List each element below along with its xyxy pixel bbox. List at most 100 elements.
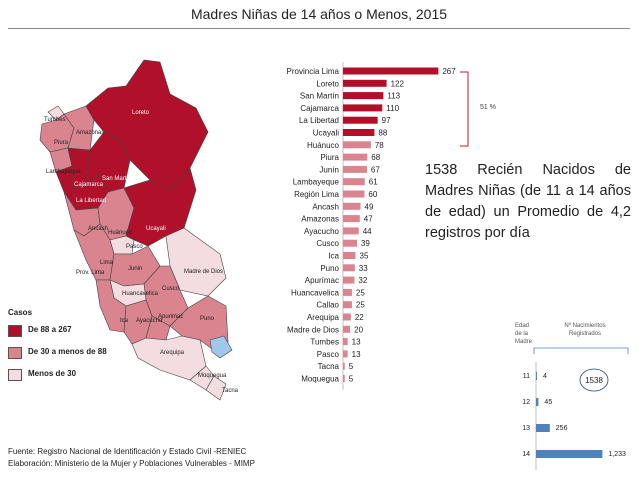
map-label-arequipa: Arequipa — [160, 350, 185, 356]
map-label-madre-de-dios: Madre de Dios — [184, 269, 223, 275]
value-label: 13 — [352, 338, 361, 347]
total-badge — [579, 368, 609, 392]
mini-chart-ylabel: Edad de la Madre — [515, 323, 533, 345]
bar — [343, 116, 378, 124]
value-label: 25 — [356, 288, 365, 297]
footer-elaboration: Elaboración: Ministerio de la Mujer y Po… — [8, 459, 255, 468]
bar — [343, 129, 375, 136]
legend-swatch-mid — [8, 347, 22, 359]
region-tacna — [205, 375, 227, 401]
map-label-tacna: Tacna — [222, 388, 239, 394]
region-arequipa — [131, 335, 207, 381]
value-label: 49 — [365, 202, 374, 211]
map-label-prov-lima: Prov. Lima — [76, 270, 105, 276]
legend-label-high: De 88 a 267 — [28, 325, 72, 334]
map-label-la-libertad: La Libertad — [76, 198, 106, 204]
total-label: 1538 — [585, 376, 603, 385]
value-label: 32 — [358, 276, 367, 285]
value-label: 20 — [354, 325, 363, 334]
category-label: Loreto — [316, 79, 339, 88]
category-label: Apurímac — [305, 276, 339, 285]
value-label: 68 — [371, 153, 380, 162]
category-label: Huánuco — [307, 141, 340, 150]
mini-category-label: 12 — [522, 399, 530, 406]
bar — [343, 227, 359, 235]
category-label: La Libertad — [299, 116, 339, 125]
map-label-apurimac: Apurimac — [158, 314, 183, 320]
top-group-bracket — [460, 71, 469, 147]
value-label: 67 — [371, 165, 380, 174]
map-label-cusco: Cusco — [162, 286, 180, 292]
category-label: Cusco — [316, 239, 339, 248]
mini-value-label: 45 — [544, 399, 552, 406]
mini-category-label: 13 — [522, 425, 530, 432]
map-label-loreto: Loreto — [132, 110, 150, 116]
category-label: Provincia Lima — [287, 67, 340, 76]
mini-bar — [536, 398, 539, 406]
bar — [343, 375, 345, 382]
map-label-cajamarca: Cajamarca — [74, 182, 104, 188]
value-label: 113 — [387, 92, 400, 101]
bar — [343, 92, 384, 100]
category-label: San Martín — [300, 92, 339, 101]
bar — [343, 79, 387, 87]
bar — [343, 178, 365, 186]
top-group-percent: 51 % — [480, 104, 496, 111]
value-label: 78 — [375, 141, 384, 150]
map-label-lambayeque: Lambayeque — [46, 169, 81, 175]
value-label: 33 — [359, 264, 368, 273]
bar — [343, 325, 351, 333]
category-label: Cajamarca — [300, 104, 339, 113]
map-label-lima: Lima — [100, 260, 114, 266]
bar — [343, 276, 355, 284]
bar — [343, 264, 355, 272]
bar — [343, 141, 371, 149]
map-label-tumbes: Tumbes — [44, 117, 65, 123]
value-label: 88 — [378, 129, 387, 138]
value-label: 5 — [349, 375, 354, 384]
category-label: Lambayeque — [293, 178, 340, 187]
map-label-huancavelica: Huancavelica — [122, 291, 159, 297]
bar — [343, 190, 365, 198]
region-bar-chart: Provincia Lima 267 Loreto 122 San Martín 113 C… — [287, 62, 456, 390]
category-label: Arequipa — [307, 313, 340, 322]
category-label: Pasco — [317, 350, 340, 359]
age-bar-chart: 11 4 12 45 13 256 14 1,233 1538 — [522, 347, 629, 470]
bar — [343, 338, 348, 346]
lake-titicaca — [209, 335, 233, 359]
bar — [343, 252, 356, 259]
value-label: 13 — [352, 350, 361, 359]
value-label: 25 — [356, 301, 365, 310]
mini-value-label: 1,233 — [608, 451, 626, 458]
value-label: 122 — [391, 79, 405, 88]
mini-bracket — [533, 347, 629, 354]
bar — [343, 288, 352, 296]
legend-label-mid: De 30 a menos de 88 — [28, 347, 107, 356]
bar — [343, 313, 351, 321]
category-label: Tacna — [318, 362, 340, 371]
mini-bar — [536, 450, 603, 458]
category-label: Junín — [319, 165, 339, 174]
map-label-puno: Puno — [200, 316, 215, 322]
summary-text: 1538 Recién Nacidos de Madres Niñas (de … — [425, 162, 631, 241]
bar — [343, 153, 368, 161]
legend-header: Casos — [8, 308, 33, 317]
title-divider — [8, 28, 630, 29]
bar — [343, 202, 361, 210]
value-label: 35 — [360, 252, 369, 261]
value-label: 5 — [349, 362, 354, 371]
value-label: 97 — [382, 116, 391, 125]
bar — [343, 239, 357, 247]
category-label: Ancash — [312, 202, 339, 211]
bar — [343, 301, 352, 309]
map-legend: Casos De 88 a 267 De 30 a menos de 88 Me… — [8, 308, 118, 391]
category-label: Puno — [320, 264, 339, 273]
legend-item: De 30 a menos de 88 — [8, 347, 118, 359]
mini-bar — [536, 372, 537, 380]
map-label-ucayali: Ucayali — [146, 226, 166, 232]
legend-swatch-high — [8, 325, 22, 337]
mini-bar — [536, 424, 550, 432]
map-label-ica: Ica — [120, 318, 129, 324]
bar — [343, 67, 439, 75]
map-label-pasco: Pasco — [126, 244, 143, 250]
